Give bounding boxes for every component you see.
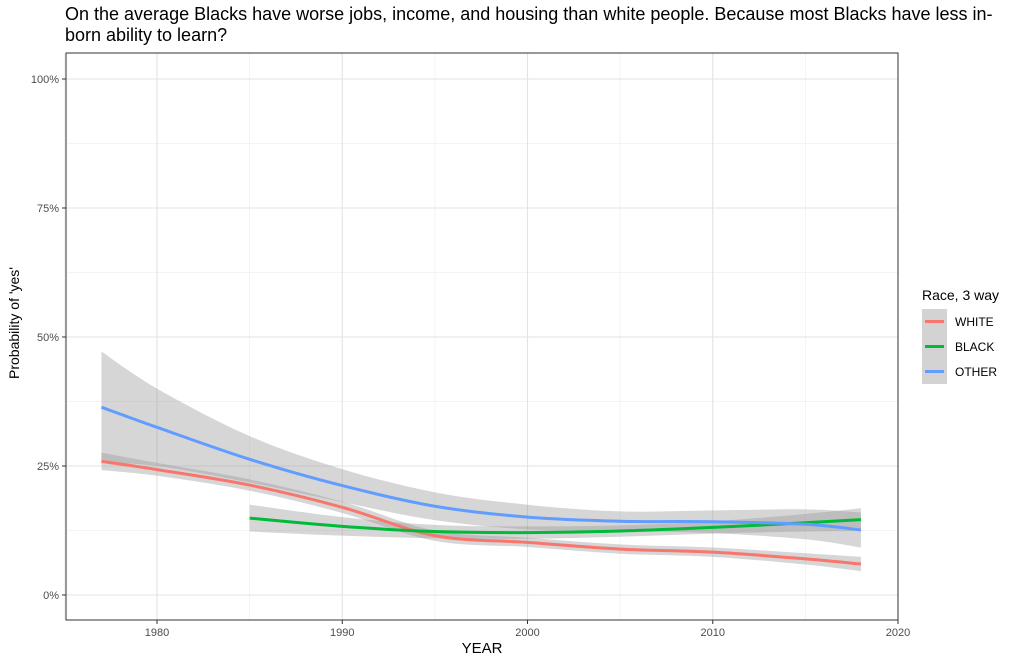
x-tick-label: 1990	[330, 627, 354, 639]
x-tick-label: 2000	[515, 627, 539, 639]
legend-item-other: OTHER	[922, 359, 999, 384]
plot-border	[65, 52, 899, 621]
legend-key-black	[922, 334, 947, 359]
series-line-other	[100, 405, 862, 532]
legend-item-white: WHITE	[922, 309, 999, 334]
y-tick-label: 50%	[37, 332, 59, 344]
legend-item-black: BLACK	[922, 334, 999, 359]
legend-label-black: BLACK	[955, 339, 995, 354]
confidence-band-white	[101, 452, 861, 572]
y-tick-label: 25%	[37, 461, 59, 473]
chart-title: On the average Blacks have worse jobs, i…	[65, 4, 993, 45]
x-axis-label: YEAR	[461, 640, 503, 657]
x-tick-label: 2010	[701, 627, 725, 639]
legend: Race, 3 way WHITE BLACK OTHER	[922, 287, 999, 384]
y-tick-label: 0%	[43, 590, 59, 602]
legend-label-other: OTHER	[955, 364, 997, 379]
confidence-band-other	[101, 351, 861, 548]
legend-label-white: WHITE	[955, 314, 994, 329]
y-tick-label: 75%	[37, 203, 59, 215]
x-tick-label: 2020	[886, 627, 910, 639]
legend-key-other	[922, 359, 947, 384]
y-tick-label: 100%	[31, 74, 59, 86]
x-tick-label: 1980	[145, 627, 169, 639]
series-line-white	[101, 459, 862, 566]
legend-title: Race, 3 way	[922, 287, 1000, 303]
legend-key-white	[922, 309, 947, 334]
